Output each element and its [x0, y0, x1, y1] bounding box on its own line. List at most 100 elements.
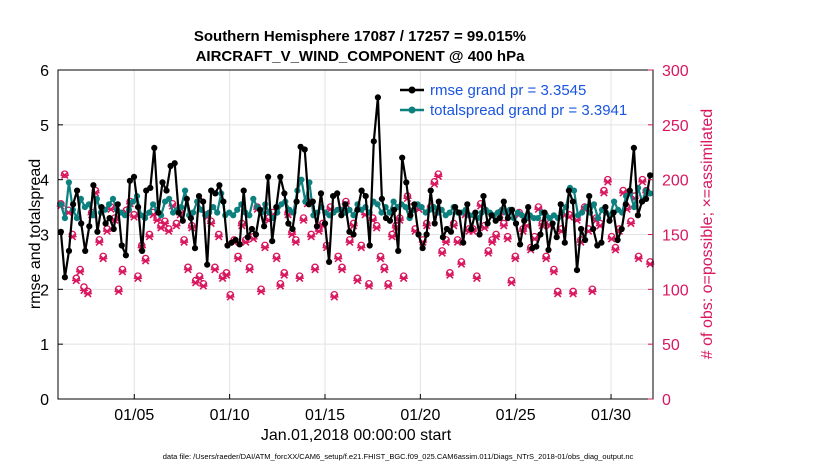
obs-assimilated-marker — [372, 224, 381, 232]
obs-assimilated-marker — [145, 232, 154, 241]
rmse-point — [155, 209, 162, 216]
spread-point — [109, 195, 117, 202]
y-tick-label: 4 — [40, 173, 49, 190]
rmse-point — [326, 258, 333, 265]
x-tick-label: 01/15 — [305, 407, 345, 424]
rmse-point — [606, 217, 613, 224]
rmse-point — [366, 242, 373, 249]
rmse-point — [415, 231, 422, 238]
rmse-point — [261, 223, 268, 230]
rmse-point — [411, 201, 418, 208]
obs-assimilated-marker — [488, 238, 497, 246]
obs-possible-marker — [60, 170, 69, 179]
rmse-point — [191, 245, 199, 252]
footnote: data file: /Users/raeder/DAI/ATM_forcXX/… — [163, 452, 634, 461]
rmse-point — [480, 193, 487, 200]
spread-point — [446, 209, 453, 216]
obs-assimilated-marker — [141, 257, 150, 265]
spread-point — [350, 212, 357, 219]
spread-point — [246, 212, 253, 219]
y-tick-label: 6 — [40, 63, 49, 80]
rmse-point — [321, 220, 329, 227]
spread-point — [214, 209, 221, 216]
x-tick-label: 01/10 — [210, 407, 250, 424]
rmse-point — [578, 225, 585, 233]
obs-assimilated-marker — [553, 289, 562, 298]
obs-assimilated-marker — [164, 227, 173, 235]
spread-point — [578, 209, 586, 216]
obs-assimilated-marker — [260, 243, 270, 252]
rmse-point — [273, 204, 280, 211]
rmse-point — [248, 225, 255, 233]
spread-point — [150, 201, 157, 208]
spread-point — [594, 215, 602, 222]
obs-assimilated-marker — [152, 216, 162, 225]
rmse-point — [94, 228, 101, 235]
spread-point — [178, 204, 185, 211]
obs-assimilated-marker — [430, 180, 439, 188]
rmse-point — [309, 198, 316, 205]
obs-assimilated-marker — [160, 219, 170, 228]
rmse-point — [386, 217, 394, 224]
obs-assimilated-marker — [310, 265, 320, 274]
spread-point — [590, 201, 598, 208]
rmse-point — [183, 195, 190, 202]
y-tick-label: 1 — [40, 337, 49, 354]
obs-assimilated-marker — [179, 238, 189, 246]
rmse-point — [598, 239, 605, 246]
obs-assimilated-marker — [276, 282, 285, 290]
rmse-point — [508, 206, 516, 213]
spread-point — [61, 215, 68, 222]
rmse-point — [533, 243, 540, 250]
obs-assimilated-marker — [222, 271, 231, 279]
rmse-point — [618, 225, 625, 233]
obs-assimilated-marker — [399, 274, 408, 283]
rmse-point — [126, 177, 133, 184]
obs-assimilated-marker — [457, 260, 466, 268]
obs-assimilated-marker — [634, 254, 643, 263]
rmse-point — [468, 225, 475, 233]
obs-assimilated-marker — [233, 254, 243, 263]
obs-assimilated-marker — [445, 271, 455, 279]
rmse-point — [265, 173, 272, 180]
rmse-point — [537, 231, 544, 238]
rmse-point — [610, 209, 617, 216]
obs-assimilated-marker — [588, 287, 597, 296]
obs-assimilated-marker — [345, 238, 354, 246]
y-tick-label: 5 — [40, 118, 49, 135]
obs-assimilated-marker — [472, 274, 482, 283]
spread-point — [250, 195, 257, 202]
rmse-point — [634, 212, 642, 219]
rmse-point — [374, 94, 381, 101]
legend-spread-label: totalspread grand pr = 3.3941 — [430, 102, 627, 119]
y2-tick-label: 150 — [662, 228, 689, 245]
rmse-point — [626, 187, 633, 194]
x-tick-label: 01/30 — [591, 407, 631, 424]
rmse-point — [61, 274, 68, 281]
rmse-point — [135, 204, 142, 211]
obs-assimilated-marker — [330, 293, 339, 301]
rmse-point — [395, 247, 402, 254]
x-axis-label: Jan.01,2018 00:00:00 start — [261, 427, 452, 444]
rmse-point — [147, 184, 154, 191]
rmse-point — [521, 217, 528, 224]
spread-point — [146, 209, 153, 216]
rmse-point — [545, 246, 552, 253]
rmse-point — [460, 239, 467, 246]
obs-assimilated-marker — [599, 189, 609, 197]
spread-point — [390, 198, 397, 205]
obs-assimilated-marker — [376, 254, 385, 263]
rmse-point — [74, 187, 81, 194]
spread-point — [105, 201, 113, 208]
obs-assimilated-marker — [95, 238, 104, 246]
obs-assimilated-marker — [364, 282, 374, 290]
rmse-point — [484, 220, 491, 227]
rmse-point — [98, 204, 105, 211]
rmse-point — [647, 172, 654, 179]
obs-assimilated-marker — [434, 172, 443, 181]
y-axis-label: rmse and totalspread — [27, 159, 44, 309]
rmse-point — [582, 236, 589, 244]
rmse-point — [102, 220, 109, 227]
rmse-point — [586, 193, 593, 200]
rmse-point — [65, 247, 73, 254]
